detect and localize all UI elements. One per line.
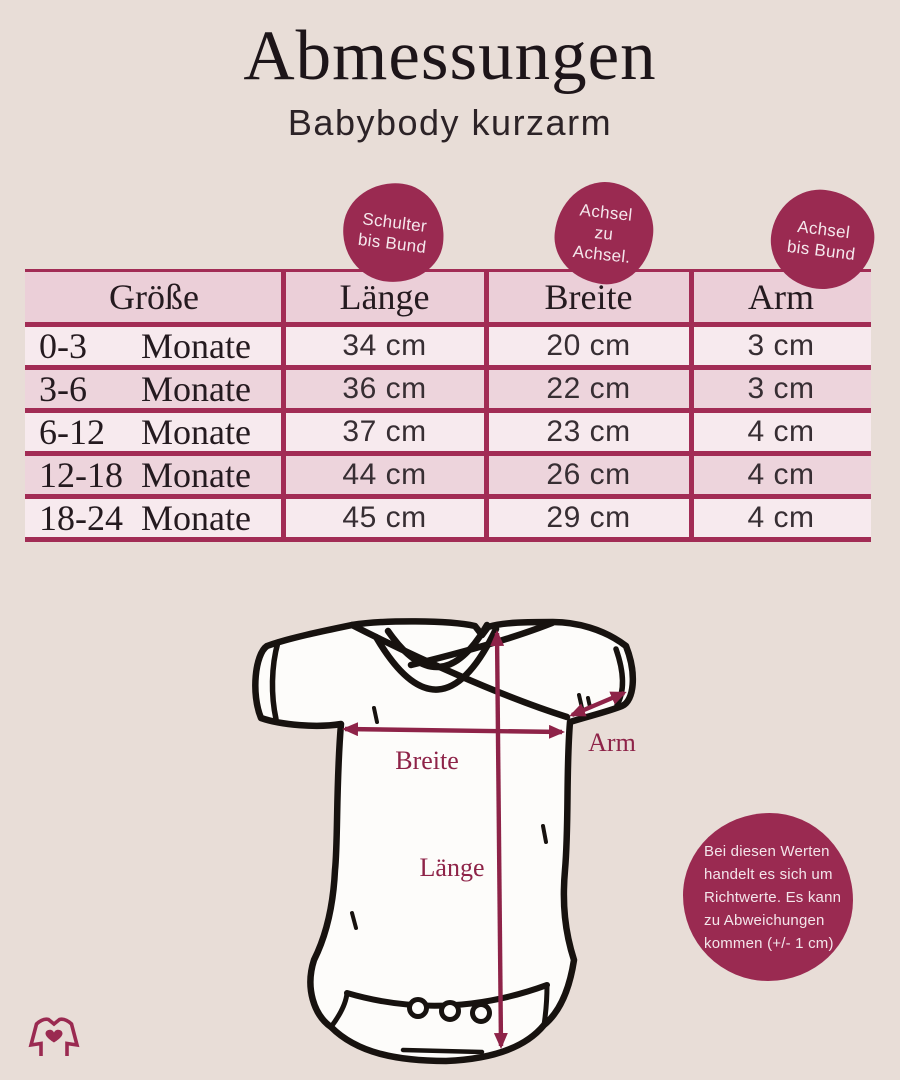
- cell-size: 0-3 Monate: [39, 326, 251, 366]
- column-header-groesse: Größe: [109, 277, 199, 317]
- cell-size: 18-24 Monate: [39, 498, 251, 538]
- cell-laenge: 44 cm: [342, 458, 427, 491]
- baby-bodysuit-icon: [252, 618, 637, 1065]
- table-header-row: Größe Länge Breite Arm: [25, 272, 871, 327]
- cell-laenge: 45 cm: [342, 501, 427, 534]
- disclaimer-line: handelt es sich um: [704, 865, 833, 883]
- cell-arm: 3 cm: [747, 372, 815, 405]
- disclaimer-line: Richtwerte. Es kann: [704, 888, 842, 906]
- table-row: 3-6 Monate 36 cm 22 cm 3 cm: [25, 369, 871, 413]
- table-column-divider: [484, 272, 489, 542]
- laenge-arrow: [490, 630, 508, 1049]
- cell-arm: 3 cm: [747, 329, 815, 362]
- column-header-breite: Breite: [544, 277, 633, 317]
- cell-arm: 4 cm: [747, 501, 815, 534]
- cell-arm: 4 cm: [747, 458, 815, 491]
- breite-arrow: [342, 722, 565, 739]
- cell-size: 12-18 Monate: [39, 455, 251, 495]
- page-subtitle: Babybody kurzarm: [287, 102, 613, 143]
- tshirt-icon: [28, 1017, 80, 1056]
- laenge-label: Länge: [420, 853, 485, 882]
- table-column-divider: [281, 272, 286, 542]
- disclaimer-badge: Bei diesen Werten handelt es sich um Ric…: [683, 813, 853, 981]
- table-row: 18-24 Monate 45 cm 29 cm 4 cm: [25, 498, 871, 542]
- cell-breite: 22 cm: [546, 372, 631, 405]
- bodysuit-diagram: Breite Länge Arm: [252, 618, 637, 1065]
- cell-laenge: 34 cm: [342, 329, 427, 362]
- cell-size: 6-12 Monate: [39, 412, 251, 452]
- arm-arrow: [569, 690, 627, 718]
- arm-label: Arm: [588, 728, 636, 757]
- cell-arm: 4 cm: [747, 415, 815, 448]
- table-column-divider: [689, 272, 694, 542]
- cell-size: 3-6 Monate: [39, 369, 251, 409]
- disclaimer-line: zu Abweichungen: [704, 911, 825, 929]
- badge-text: Achsel zu Achsel.: [572, 199, 636, 268]
- cell-breite: 26 cm: [546, 458, 631, 491]
- disclaimer-line: Bei diesen Werten: [704, 842, 830, 860]
- cell-breite: 29 cm: [546, 501, 631, 534]
- cell-breite: 20 cm: [546, 329, 631, 362]
- snap-buttons: [407, 997, 492, 1024]
- table-row: 12-18 Monate 44 cm 26 cm 4 cm: [25, 455, 871, 499]
- measure-arrows: [342, 630, 627, 1049]
- heart-icon: [45, 1029, 63, 1043]
- size-table: Größe Länge Breite Arm 0-3 Monate 34 cm …: [25, 269, 871, 542]
- disclaimer-line: kommen (+/- 1 cm): [704, 934, 834, 952]
- column-header-laenge: Länge: [339, 277, 430, 317]
- breite-label: Breite: [395, 746, 459, 775]
- page-title: Abmessungen: [243, 17, 657, 95]
- tshirt-heart-logo: [28, 1017, 80, 1056]
- cell-breite: 23 cm: [546, 415, 631, 448]
- cell-laenge: 37 cm: [342, 415, 427, 448]
- table-row: 0-3 Monate 34 cm 20 cm 3 cm: [25, 326, 871, 370]
- cell-laenge: 36 cm: [342, 372, 427, 405]
- table-row: 6-12 Monate 37 cm 23 cm 4 cm: [25, 412, 871, 456]
- badge-text: Achsel bis Bund: [786, 214, 859, 264]
- badge-text: Schulter bis Bund: [357, 207, 430, 257]
